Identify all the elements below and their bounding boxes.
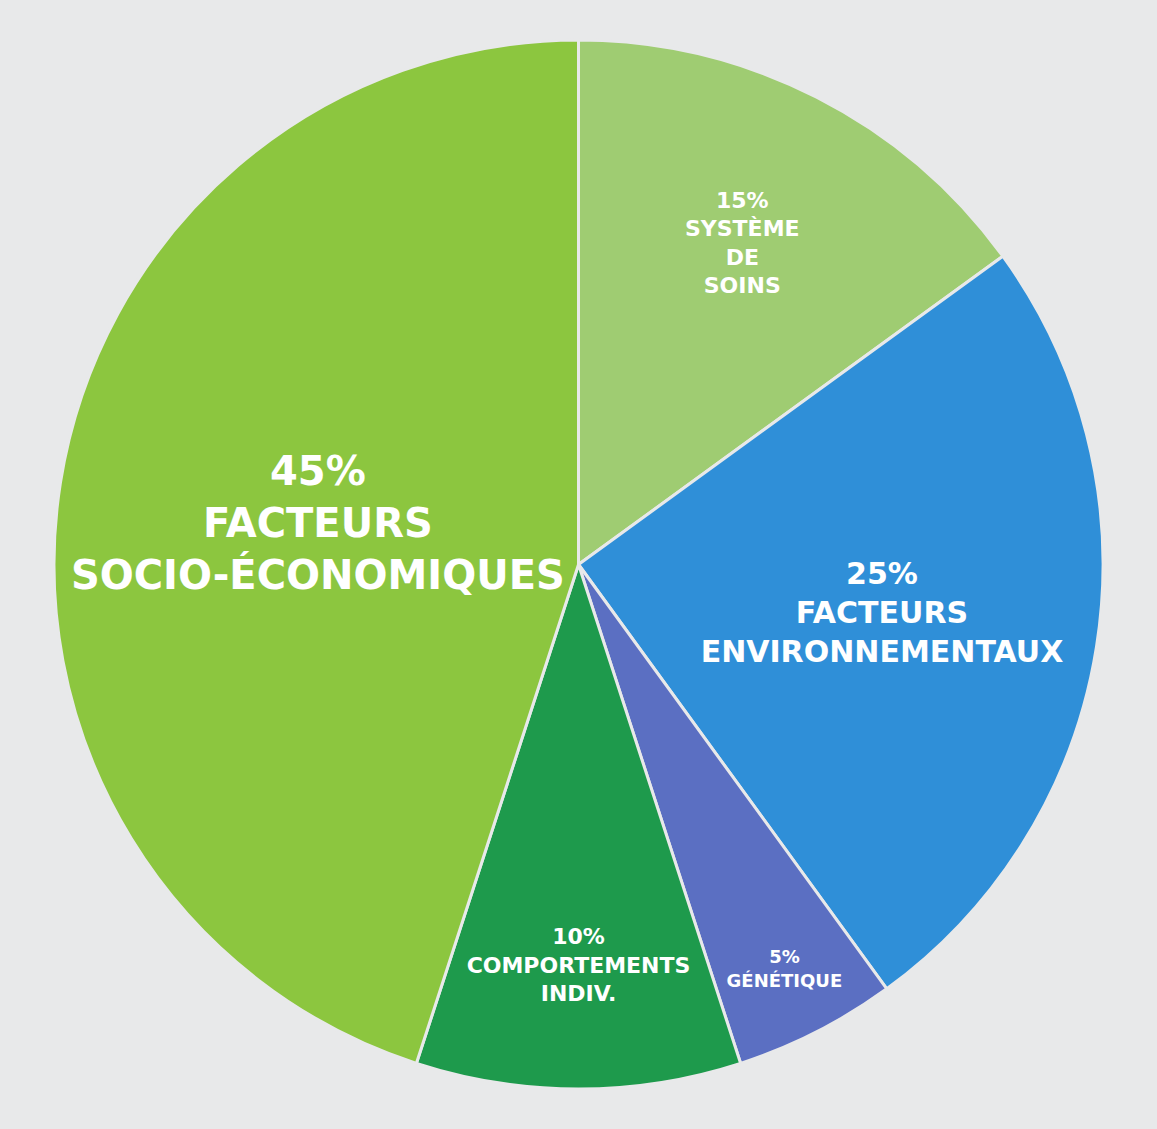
svg-text:10%COMPORTEMENTSINDIV.: 10%COMPORTEMENTSINDIV. [467,924,691,1006]
svg-text:25%FACTEURSENVIRONNEMENTAUX: 25%FACTEURSENVIRONNEMENTAUX [701,556,1064,669]
svg-text:5%GÉNÉTIQUE: 5%GÉNÉTIQUE [727,946,843,990]
svg-text:15%SYSTÈMEDESOINS: 15%SYSTÈMEDESOINS [685,188,800,299]
svg-text:45%FACTEURSSOCIO-ÉCONOMIQUES: 45%FACTEURSSOCIO-ÉCONOMIQUES [71,448,565,598]
